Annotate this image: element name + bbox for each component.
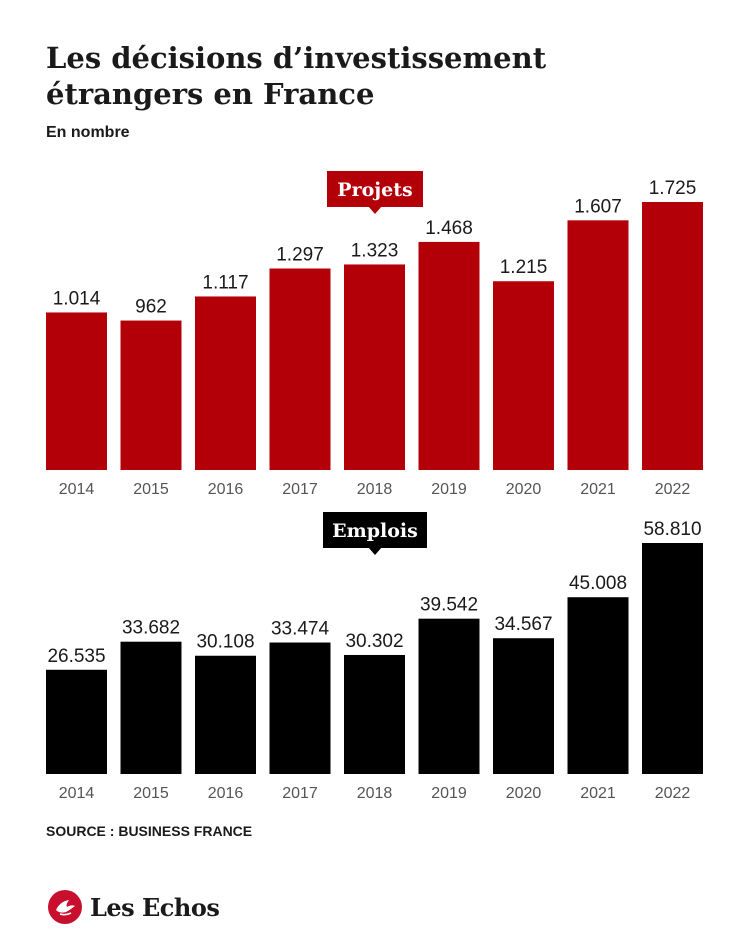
projets-bar [567,220,629,470]
emplois-value-label: 33.682 [122,618,180,639]
emplois-year-label: 2015 [133,785,169,802]
les-echos-logo-text: Les Echos [90,892,220,922]
emplois-value-label: 39.542 [420,595,478,616]
chart-subtitle: En nombre [46,124,130,141]
emplois-value-label: 26.535 [47,646,105,667]
projets-year-label: 2021 [580,481,616,498]
projets-value-label: 1.014 [53,288,101,309]
emplois-value-label: 58.810 [643,519,701,540]
emplois-value-label: 34.567 [494,614,552,635]
projets-series-label: Projets [327,171,423,214]
projets-chart: 1.014 2014 962 2015 1.117 2016 1.297 2017 1.323 2… [46,171,703,498]
emplois-bar [344,654,405,774]
emplois-bar [418,618,480,774]
projets-value-label: 962 [135,297,167,318]
projets-value-label: 1.215 [500,257,548,278]
emplois-bar [493,638,554,774]
projets-value-label: 1.468 [425,218,473,239]
projets-bar [418,241,480,470]
charts-canvas: 1.014 2014 962 2015 1.117 2016 1.297 2017 1.323 2… [46,171,703,802]
projets-series-label-text: Projets [337,179,412,201]
chart-title: Les décisions d’investissement étrangers… [46,41,547,111]
projets-bar [642,202,703,470]
projets-year-label: 2015 [133,481,169,498]
les-echos-logo-icon [48,890,82,924]
projets-year-label: 2020 [506,481,542,498]
emplois-bar [642,543,703,774]
projets-year-label: 2014 [59,481,95,498]
emplois-year-label: 2016 [208,785,244,802]
projets-series-label-bg [327,171,423,207]
emplois-year-label: 2020 [506,785,542,802]
projets-year-label: 2016 [208,481,244,498]
emplois-bar [567,597,629,774]
projets-value-label: 1.117 [202,272,248,293]
emplois-series-label: Emplois [323,512,427,555]
emplois-chart: 26.535 2014 33.682 2015 30.108 2016 33.474 2017… [46,512,703,802]
emplois-value-label: 30.302 [345,631,403,652]
projets-bar [120,320,182,470]
emplois-value-label: 30.108 [196,632,254,653]
emplois-bar [120,641,182,774]
emplois-series-label-pointer [368,547,382,555]
emplois-year-label: 2019 [431,785,467,802]
projets-bar [195,296,256,470]
emplois-bar [195,655,256,774]
emplois-year-label: 2022 [655,785,691,802]
projets-bar [269,268,331,470]
projets-value-label: 1.323 [351,240,399,261]
projets-year-label: 2018 [357,481,393,498]
emplois-value-label: 45.008 [569,573,627,594]
emplois-year-label: 2021 [580,785,616,802]
emplois-series-label-bg [323,512,427,548]
emplois-year-label: 2017 [282,785,318,802]
projets-value-label: 1.725 [649,178,697,199]
emplois-bar [46,669,107,774]
emplois-series-label-text: Emplois [332,520,418,542]
projets-year-label: 2017 [282,481,318,498]
projets-series-label-pointer [368,206,382,214]
projets-bar [493,281,554,470]
projets-value-label: 1.297 [276,244,324,265]
les-echos-logo: Les Echos [48,890,220,924]
emplois-value-label: 33.474 [271,619,330,640]
projets-bar [344,264,405,470]
projets-year-label: 2022 [655,481,691,498]
source-note: SOURCE : BUSINESS FRANCE [46,823,253,839]
projets-value-label: 1.607 [574,196,622,217]
emplois-year-label: 2018 [357,785,393,802]
emplois-year-label: 2014 [59,785,95,802]
emplois-bar [269,642,331,774]
projets-bar [46,312,107,470]
projets-year-label: 2019 [431,481,467,498]
